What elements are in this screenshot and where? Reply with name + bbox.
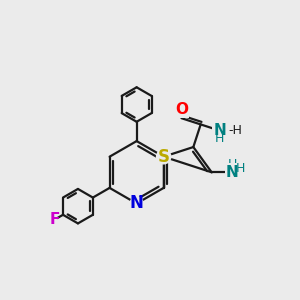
Text: F: F xyxy=(50,212,60,227)
Text: H: H xyxy=(215,133,225,146)
Text: N: N xyxy=(214,123,226,138)
Circle shape xyxy=(157,150,171,164)
Text: H: H xyxy=(228,158,237,171)
Text: N: N xyxy=(130,194,144,212)
Text: H: H xyxy=(236,162,245,175)
Text: -H: -H xyxy=(229,124,243,137)
Text: O: O xyxy=(175,102,188,117)
Circle shape xyxy=(130,197,143,210)
Text: N: N xyxy=(226,165,239,180)
Text: S: S xyxy=(158,148,170,166)
